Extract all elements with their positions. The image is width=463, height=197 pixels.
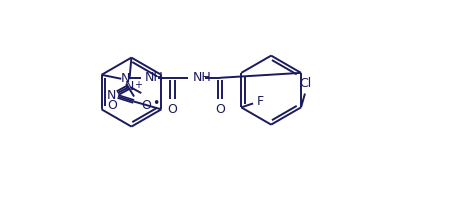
Text: O: O [167, 103, 177, 116]
Text: NH: NH [192, 71, 211, 84]
Text: +: + [134, 80, 142, 90]
Text: •: • [152, 97, 159, 110]
Text: N: N [106, 89, 116, 102]
Text: O: O [141, 99, 151, 112]
Text: F: F [257, 95, 263, 108]
Text: O: O [214, 103, 224, 116]
Text: O: O [106, 99, 116, 112]
Text: Cl: Cl [298, 77, 310, 90]
Text: NH: NH [144, 71, 163, 84]
Text: N: N [125, 80, 134, 93]
Text: N: N [120, 72, 130, 85]
